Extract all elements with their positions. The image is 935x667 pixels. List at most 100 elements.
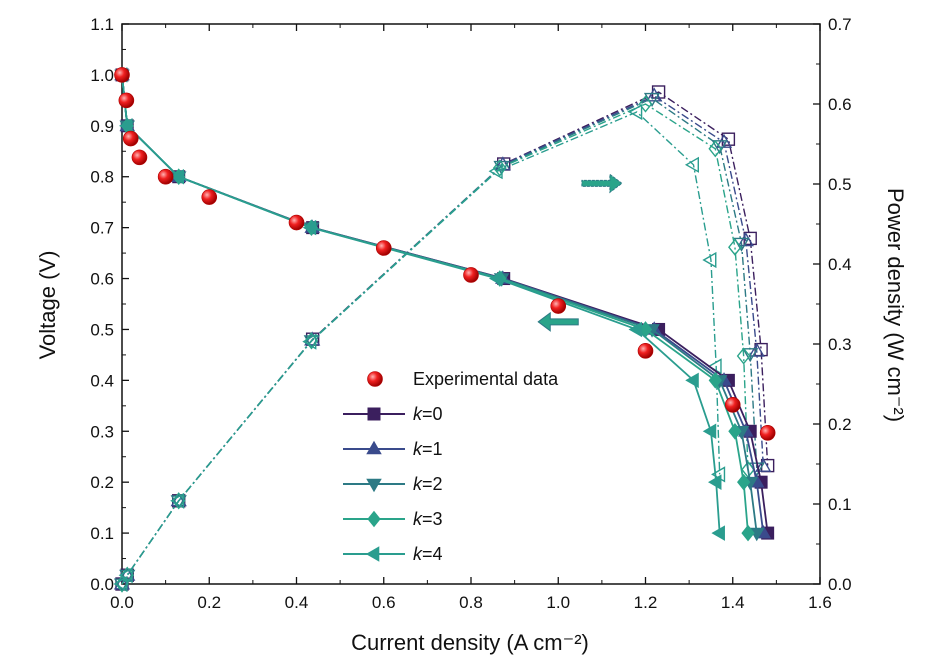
- experimental-point: [118, 92, 135, 109]
- voltage-point: [488, 270, 503, 287]
- y-left-tick-label: 0.5: [90, 320, 114, 339]
- power-point: [737, 232, 754, 247]
- experimental-point: [637, 343, 654, 359]
- power-point: [728, 238, 742, 256]
- voltage-line-k=2: [121, 74, 758, 534]
- legend-label-var: k: [413, 474, 423, 494]
- power-point: [488, 163, 503, 180]
- power-point: [118, 567, 133, 584]
- power-point: [492, 159, 507, 177]
- legend-label-k=4: k=4: [413, 544, 443, 564]
- power-point: [113, 575, 128, 593]
- experimental-point: [201, 189, 218, 205]
- legend-marker-k=3: [367, 510, 381, 528]
- voltage-point: [702, 423, 717, 440]
- x-tick-label: 1.6: [808, 593, 832, 612]
- power-point: [170, 492, 185, 509]
- power-point: [702, 251, 717, 269]
- experimental-point: [122, 130, 139, 147]
- power-point: [684, 156, 699, 173]
- y-right-tick-label: 0.1: [828, 495, 852, 514]
- experimental-point: [375, 240, 392, 256]
- experimental-point: [463, 267, 479, 283]
- power-point: [708, 140, 723, 158]
- legend-label-k=2: k=2: [413, 474, 443, 494]
- legend-marker-k=0: [367, 407, 381, 421]
- y-right-tick-label: 0.5: [828, 175, 852, 194]
- voltage-point: [302, 219, 317, 236]
- legend-label-var: k: [413, 404, 423, 424]
- y-right-tick-label: 0.6: [828, 95, 852, 114]
- legend-label-value: =3: [422, 509, 443, 529]
- x-tick-label: 0.6: [372, 593, 396, 612]
- voltage-point: [119, 118, 133, 134]
- legend-label-k=1: k=1: [413, 439, 443, 459]
- legend-label-k=3: k=3: [413, 509, 443, 529]
- legend-label-value: =2: [422, 474, 443, 494]
- y-axis-left-title: Voltage (V): [35, 251, 60, 360]
- power-point: [755, 457, 772, 472]
- axis-ticks: 0.0 0.2 0.4 0.6 0.8 1.0 1.2 1.4 1.60.00.10.20.30…: [90, 15, 851, 612]
- power-point: [711, 140, 728, 155]
- legend-marker-k=1: [366, 440, 382, 455]
- legend-label-var: k: [413, 544, 423, 564]
- experimental-points: [114, 67, 776, 441]
- plot-frame: [121, 23, 821, 585]
- polarization-curves: [113, 66, 775, 542]
- voltage-point: [711, 525, 725, 541]
- voltage-point: [170, 168, 185, 185]
- power-point: [638, 95, 653, 113]
- y-left-tick-label: 1.0: [90, 66, 114, 85]
- y-right-tick-label: 0.2: [828, 415, 852, 434]
- voltage-line-k=1: [121, 74, 765, 534]
- experimental-point: [724, 396, 741, 413]
- legend-label-value: =1: [422, 439, 443, 459]
- legend-label-var: k: [413, 439, 423, 459]
- y-left-tick-label: 0.6: [90, 270, 114, 289]
- y-left-tick-label: 0.0: [90, 575, 114, 594]
- experimental-point: [288, 214, 305, 231]
- x-tick-label: 0.8: [459, 593, 483, 612]
- legend-marker-experimental: [367, 371, 383, 387]
- y-left-tick-label: 0.4: [90, 371, 114, 390]
- x-tick-label: 1.0: [546, 593, 570, 612]
- y-right-tick-label: 0.0: [828, 575, 852, 594]
- legend-label-value: =4: [422, 544, 443, 564]
- power-point: [742, 348, 759, 363]
- experimental-point: [550, 298, 567, 314]
- voltage-point: [708, 372, 722, 389]
- legend-marker-k=2: [366, 478, 382, 493]
- y-left-tick-label: 0.3: [90, 422, 114, 441]
- arrow-right-to-power-axis: [581, 173, 623, 194]
- x-axis-title: Current density (A cm⁻²): [351, 630, 589, 655]
- voltage-point: [685, 372, 699, 389]
- experimental-point: [114, 67, 130, 83]
- experimental-point: [131, 149, 148, 166]
- power-point: [736, 347, 751, 365]
- legend-marker-k=4: [365, 546, 380, 562]
- x-tick-label: 1.4: [721, 593, 745, 612]
- x-tick-label: 0.2: [197, 593, 221, 612]
- y-right-tick-label: 0.4: [828, 255, 852, 274]
- y-left-tick-label: 0.2: [90, 473, 114, 492]
- x-tick-label: 0.0: [110, 593, 134, 612]
- legend-label-k=0: k=0: [413, 404, 443, 424]
- y-right-tick-label: 0.3: [828, 335, 852, 354]
- legend-label-var: k: [413, 509, 423, 529]
- x-tick-label: 1.2: [634, 593, 658, 612]
- plot-frame-rect: [121, 23, 821, 585]
- power-density-curves: [113, 85, 775, 593]
- power-point: [302, 333, 317, 350]
- voltage-point: [728, 422, 742, 440]
- x-tick-label: 0.4: [285, 593, 309, 612]
- annotation-arrows: [537, 173, 623, 332]
- power-line-k=4: [121, 111, 721, 585]
- voltage-point: [628, 321, 643, 338]
- voltage-line-k=4: [121, 74, 721, 534]
- experimental-point: [759, 424, 776, 441]
- experimental-point: [157, 168, 174, 185]
- voltage-point: [741, 524, 755, 542]
- y-right-tick-label: 0.7: [828, 15, 852, 34]
